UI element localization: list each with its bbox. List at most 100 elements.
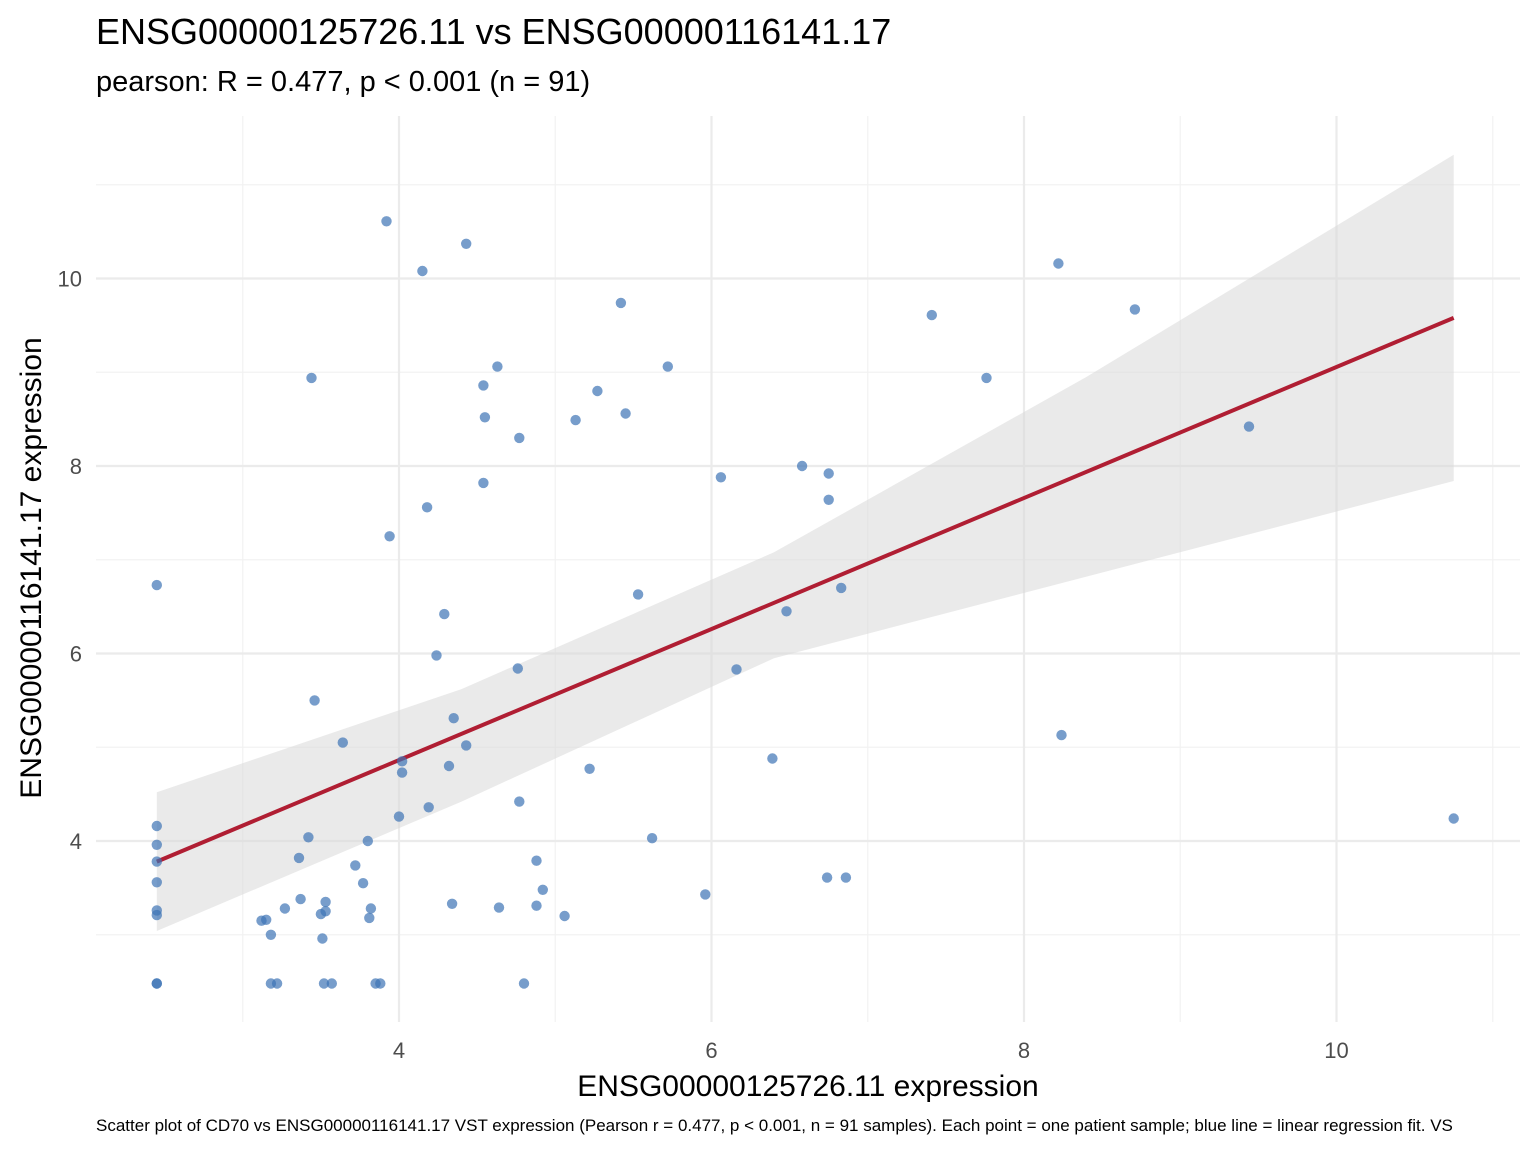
data-point (1448, 813, 1459, 824)
data-point (271, 978, 283, 989)
data-point (151, 839, 162, 850)
data-point (823, 468, 834, 479)
data-point (357, 878, 369, 889)
y-tick-label: 4 (70, 829, 82, 854)
y-tick-label: 6 (70, 642, 82, 667)
data-point (531, 900, 542, 911)
data-point (151, 579, 162, 591)
data-point (1056, 729, 1067, 741)
data-point (632, 589, 644, 600)
confidence-band-layer (156, 154, 1454, 932)
data-point (981, 372, 992, 384)
data-point (151, 909, 162, 921)
data-point (384, 531, 395, 542)
data-point (303, 832, 314, 843)
data-point (295, 893, 306, 905)
data-point (309, 695, 320, 706)
data-point (151, 856, 162, 867)
data-point (821, 872, 833, 883)
x-tick-label: 4 (393, 1038, 405, 1063)
data-point (584, 763, 595, 774)
data-point (518, 978, 530, 989)
data-point (700, 889, 711, 900)
data-point (531, 855, 542, 866)
data-point (279, 903, 291, 914)
data-point (559, 910, 570, 922)
data-point (514, 432, 525, 444)
data-point (461, 740, 472, 751)
data-point (320, 906, 331, 917)
y-tick-label: 8 (70, 454, 82, 479)
data-point (443, 760, 455, 772)
data-point (537, 884, 548, 895)
x-tick-label: 6 (705, 1038, 717, 1063)
data-point (417, 265, 428, 277)
y-axis-title: ENSG00000116141.17 expression (15, 337, 48, 798)
data-point (265, 929, 277, 940)
data-point (796, 460, 808, 472)
chart-caption: Scatter plot of CD70 vs ENSG00000116141.… (96, 1116, 1453, 1135)
x-tick-label: 10 (1324, 1038, 1348, 1063)
data-point (317, 933, 328, 944)
data-point (592, 385, 603, 397)
data-point (421, 502, 433, 513)
data-point (431, 650, 442, 661)
data-point (396, 756, 408, 767)
data-point (320, 896, 331, 908)
data-point (493, 902, 505, 913)
data-point (646, 833, 658, 844)
regression-line (156, 316, 1455, 864)
chart-subtitle: pearson: R = 0.477, p < 0.001 (n = 91) (96, 66, 590, 98)
data-point (823, 494, 834, 505)
data-point (840, 872, 852, 883)
data-point (350, 860, 361, 871)
data-point (767, 753, 778, 764)
data-point (381, 216, 392, 227)
data-point (306, 372, 317, 384)
data-point (478, 380, 489, 391)
data-point (514, 796, 525, 807)
points-layer (151, 216, 1459, 989)
data-point (446, 898, 458, 909)
data-point (926, 309, 937, 321)
data-point (393, 811, 405, 822)
confidence-band (156, 154, 1454, 932)
data-point (423, 802, 434, 813)
data-point (1053, 258, 1064, 269)
data-point (615, 297, 627, 309)
data-point (479, 412, 491, 423)
data-point (375, 978, 386, 989)
data-point (365, 903, 377, 914)
data-point (715, 472, 727, 483)
data-point (461, 238, 472, 249)
data-point (318, 978, 330, 989)
data-point (448, 713, 459, 724)
data-point (293, 852, 305, 864)
data-point (836, 582, 847, 594)
data-point (364, 912, 375, 924)
data-point (362, 835, 373, 847)
data-point (439, 608, 450, 620)
data-point (781, 606, 792, 617)
data-point (151, 820, 162, 832)
data-point (326, 978, 337, 989)
x-axis-title: ENSG00000125726.11 expression (577, 1070, 1038, 1103)
tick-label-layer: 4 6 8 10 4 6 8 10 (58, 267, 1349, 1064)
data-point (151, 877, 162, 888)
data-point (512, 663, 523, 674)
data-point (620, 408, 631, 419)
data-point (478, 477, 489, 489)
data-point (731, 664, 742, 675)
y-tick-label: 10 (58, 267, 82, 292)
data-point (662, 361, 673, 372)
data-point (1243, 421, 1255, 432)
data-point (492, 361, 503, 372)
fit-line-layer (156, 316, 1455, 864)
x-tick-label: 8 (1018, 1038, 1030, 1063)
data-point (570, 414, 581, 426)
data-point (337, 737, 348, 748)
chart-title: ENSG00000125726.11 vs ENSG00000116141.17 (96, 11, 891, 52)
data-point (1129, 304, 1141, 315)
data-point (151, 978, 162, 989)
